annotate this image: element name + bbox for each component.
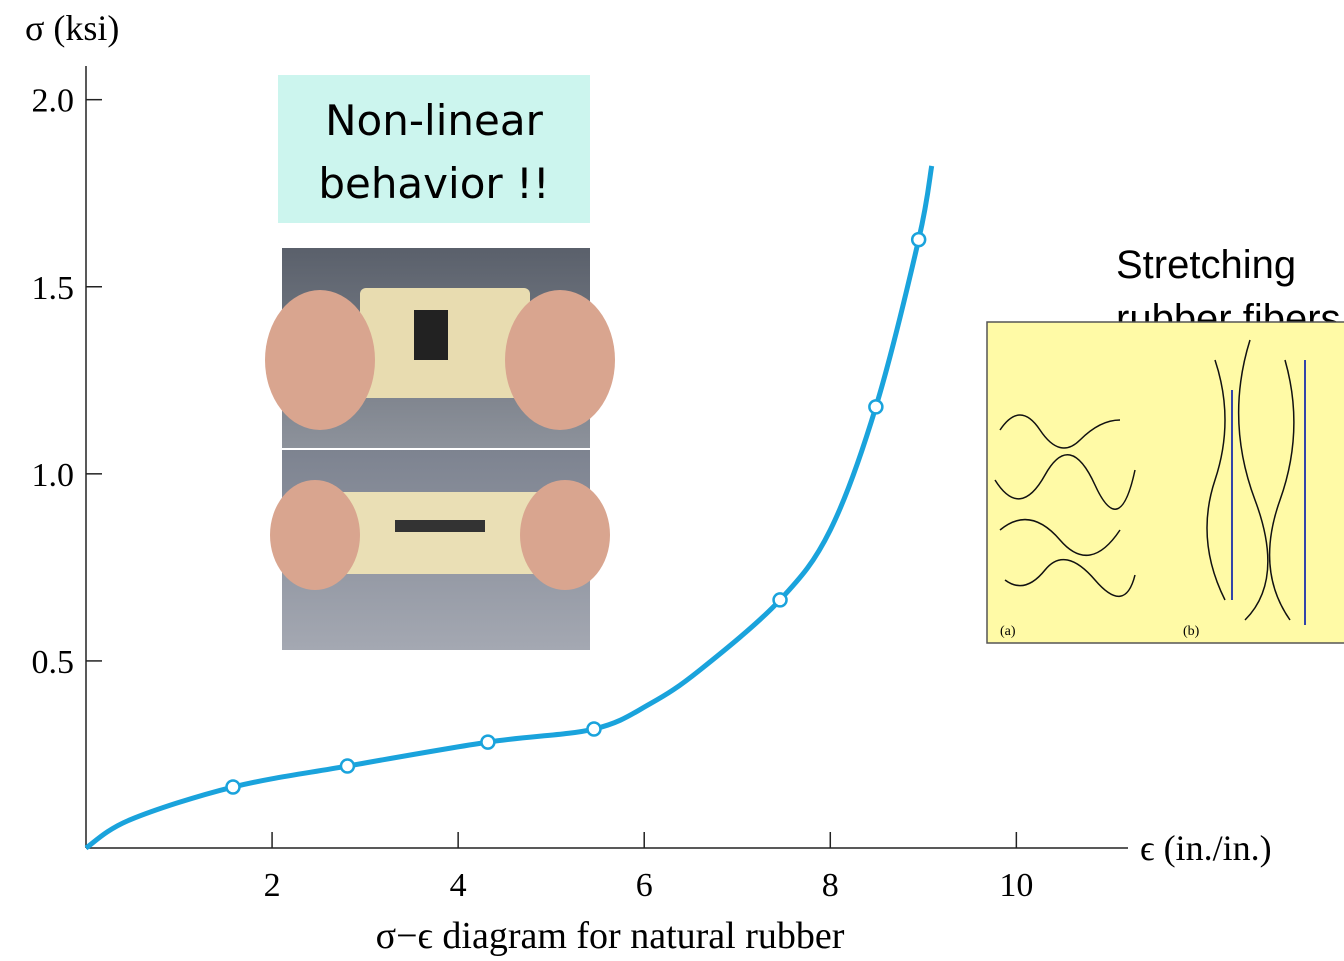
data-point	[774, 593, 787, 606]
y-axis-label: σ (ksi)	[25, 8, 119, 48]
annotation-text: Non-linear	[325, 96, 543, 145]
x-tick-label: 6	[636, 867, 653, 904]
data-point	[912, 233, 925, 246]
side-note: Stretching	[1116, 243, 1296, 287]
y-tick-label: 1.0	[32, 457, 75, 494]
x-tick-label: 4	[450, 867, 467, 904]
inset-label: (a)	[1000, 624, 1016, 639]
inset-label: (b)	[1183, 624, 1200, 639]
y-tick-label: 1.5	[32, 270, 75, 307]
data-point	[869, 400, 882, 413]
y-tick-label: 0.5	[32, 644, 75, 681]
x-tick-label: 2	[264, 867, 281, 904]
data-point	[587, 723, 600, 736]
data-point	[481, 736, 494, 749]
x-tick-label: 8	[822, 867, 839, 904]
chart: Non-linear behavior !! Stretching rubber…	[0, 0, 1344, 961]
caption: σ−ϵ diagram for natural rubber	[376, 915, 845, 957]
x-axis-label: ϵ (in./in.)	[1140, 828, 1272, 868]
data-point	[226, 781, 239, 794]
inset-diagram: (a) (b)	[987, 322, 1344, 643]
data-point	[341, 760, 354, 773]
page: Non-linear behavior !! Stretching rubber…	[0, 0, 1344, 961]
x-tick-label: 10	[999, 867, 1033, 904]
annotation-text: behavior !!	[318, 159, 549, 208]
rubber-photo	[265, 248, 615, 650]
y-tick-label: 2.0	[32, 83, 75, 120]
